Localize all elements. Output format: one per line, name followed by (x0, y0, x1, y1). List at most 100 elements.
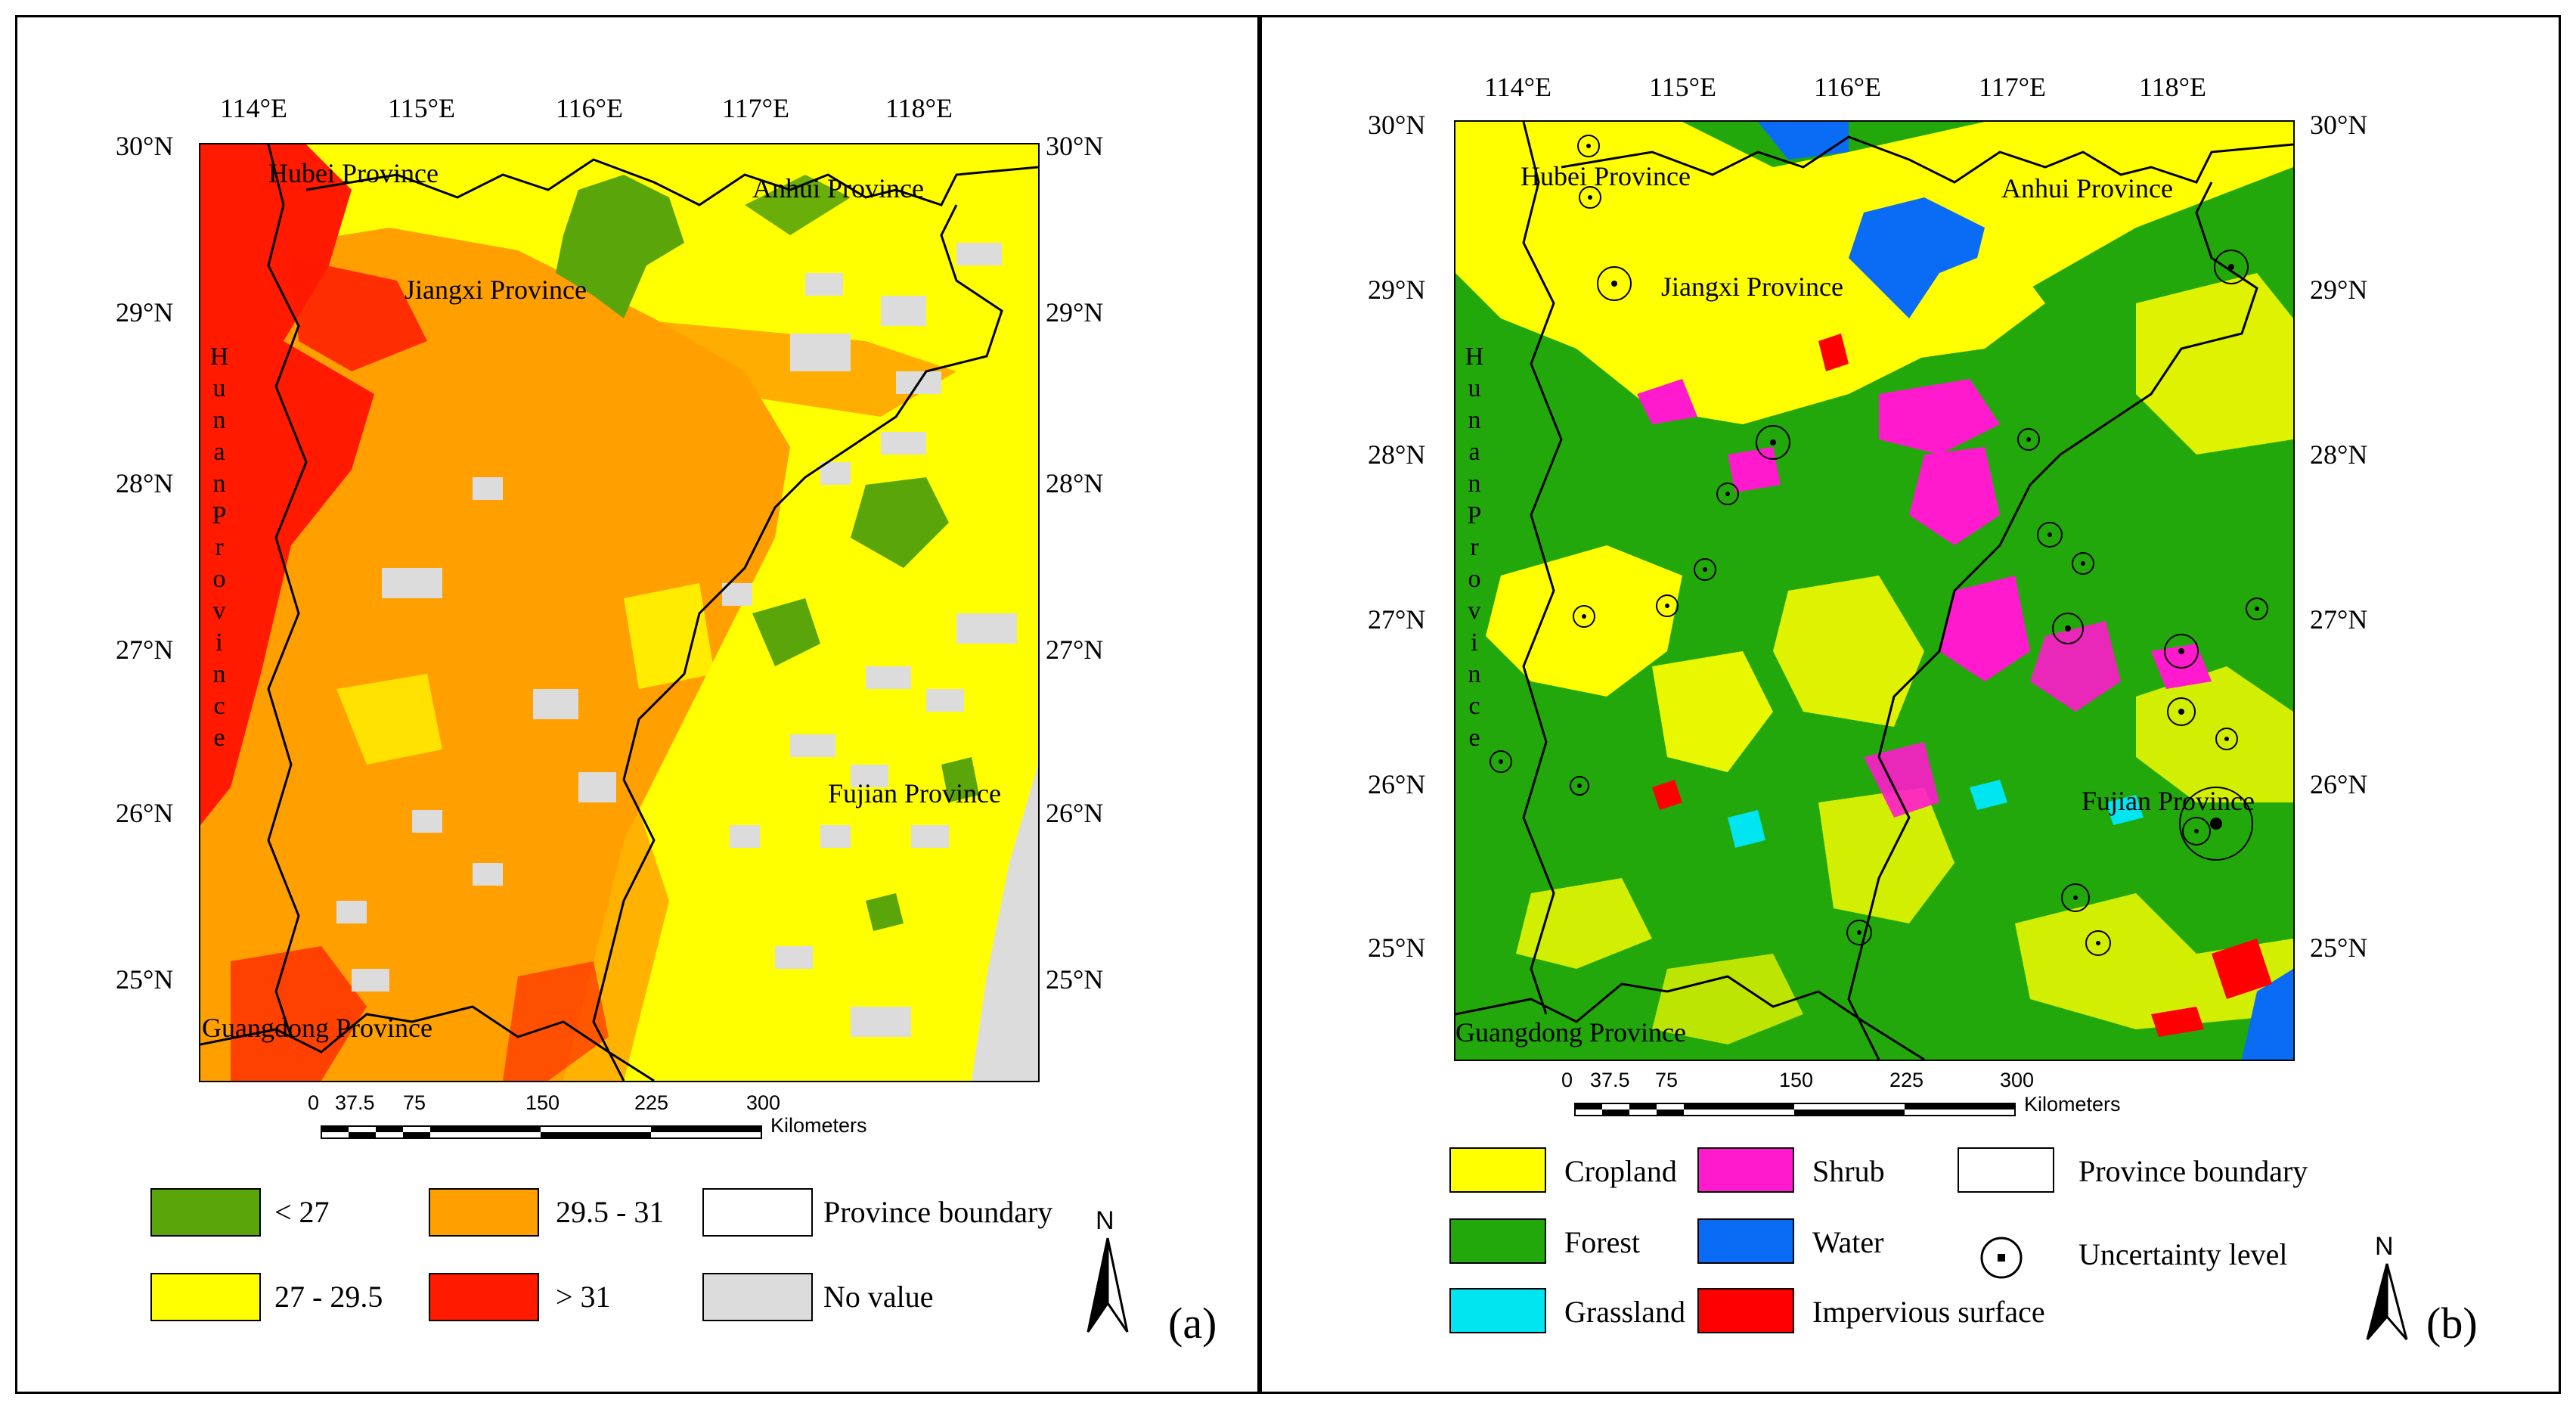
fujian-label: Fujian Province (828, 778, 1001, 808)
north-label: N (1096, 1206, 1114, 1235)
legend-label: No value (823, 1280, 934, 1314)
anhui-label: Anhui Province (752, 173, 924, 203)
lat-tick-right: 26°N (1046, 798, 1104, 828)
legend-swatch-novalue (702, 1273, 813, 1321)
lat-tick-left: 30°N (116, 131, 174, 161)
lon-tick: 118°E (885, 93, 953, 123)
lat-tick-left: 28°N (1368, 439, 1426, 470)
north-label: N (2375, 1232, 2394, 1261)
legend-swatch-29-31 (429, 1188, 539, 1237)
hubei-label: Hubei Province (1520, 161, 1691, 191)
lon-tick: 115°E (388, 93, 456, 123)
lat-tick-right: 25°N (2310, 933, 2368, 963)
legend-label: < 27 (274, 1195, 330, 1229)
legend-swatch-lt27 (150, 1188, 261, 1237)
guangdong-label: Guangdong Province (1455, 1017, 1686, 1047)
scale-tick: 0 (308, 1091, 320, 1114)
lon-tick: 116°E (556, 93, 624, 123)
legend-label: Water (1812, 1225, 1884, 1259)
lat-tick-left: 26°N (1368, 769, 1426, 799)
lat-tick-right: 30°N (1046, 131, 1104, 161)
fujian-label: Fujian Province (2082, 786, 2255, 816)
scale-bar (1574, 1103, 2016, 1116)
uncertainty-circle-icon (1980, 1237, 2023, 1279)
scale-bar (321, 1125, 762, 1139)
scale-tick: 75 (1655, 1069, 1679, 1091)
lat-tick-right: 28°N (2310, 439, 2368, 470)
lat-tick-left: 30°N (1368, 110, 1426, 140)
legend-label: Cropland (1564, 1154, 1677, 1188)
lat-tick-left: 26°N (116, 798, 174, 828)
north-arrow-icon (2366, 1263, 2408, 1340)
legend-label: Province boundary (2078, 1154, 2308, 1188)
lon-tick: 117°E (1979, 72, 2047, 102)
lon-tick: 114°E (220, 93, 288, 123)
scale-tick: 37.5 (335, 1091, 375, 1114)
legend-label: Province boundary (823, 1195, 1053, 1229)
legend-label: 27 - 29.5 (274, 1280, 383, 1314)
legend-label: Shrub (1812, 1154, 1885, 1188)
legend-swatch-boundary (702, 1188, 813, 1237)
lat-tick-right: 28°N (1046, 468, 1104, 498)
landcover-map-raster (1455, 122, 2293, 1060)
legend-label: > 31 (556, 1280, 611, 1314)
legend-swatch-boundary (1958, 1147, 2054, 1193)
lat-tick-right: 29°N (2310, 275, 2368, 305)
legend-swatch-gt31 (429, 1273, 539, 1321)
jiangxi-label: Jiangxi Province (405, 275, 587, 305)
lat-tick-right: 27°N (2310, 604, 2368, 635)
legend-label: 29.5 - 31 (556, 1195, 665, 1229)
panel-b-label: (b) (2426, 1299, 2478, 1348)
legend-swatch-cropland (1449, 1147, 1546, 1193)
legend-swatch-water (1697, 1218, 1794, 1264)
lat-tick-left: 25°N (1368, 933, 1426, 963)
lat-tick-right: 26°N (2310, 769, 2368, 799)
lon-tick: 114°E (1484, 72, 1552, 102)
lon-tick: 117°E (722, 93, 790, 123)
scale-tick: 75 (403, 1091, 426, 1114)
legend-label: Grassland (1564, 1295, 1685, 1329)
lat-tick-left: 29°N (116, 297, 174, 327)
scale-unit: Kilometers (770, 1114, 867, 1137)
lat-tick-left: 27°N (1368, 604, 1426, 635)
panel-a-label: (a) (1168, 1299, 1217, 1348)
legend-swatch-shrub (1697, 1147, 1794, 1193)
landcover-map: Hubei Province Anhui Province Jiangxi Pr… (1454, 120, 2295, 1061)
legend-label: Uncertainty level (2078, 1237, 2288, 1271)
legend-swatch-forest (1449, 1218, 1546, 1264)
scale-tick: 37.5 (1590, 1069, 1630, 1091)
lst-map-raster (200, 144, 1038, 1081)
lat-tick-right: 25°N (1046, 964, 1104, 995)
north-arrow-icon (1087, 1237, 1129, 1333)
lat-tick-left: 29°N (1368, 275, 1426, 305)
lon-tick: 116°E (1814, 72, 1882, 102)
scale-tick: 225 (634, 1091, 669, 1114)
lst-map: Hubei Province Anhui Province Jiangxi Pr… (199, 143, 1040, 1082)
lat-tick-right: 29°N (1046, 297, 1104, 327)
scale-unit: Kilometers (2024, 1093, 2121, 1116)
lat-tick-left: 27°N (116, 635, 174, 665)
scale-tick: 225 (1889, 1069, 1924, 1091)
lat-tick-left: 25°N (116, 964, 174, 995)
lat-tick-left: 28°N (116, 468, 174, 498)
anhui-label: Anhui Province (2001, 173, 2173, 203)
panel-a: 114°E 115°E 116°E 117°E 118°E 30°N 29°N … (15, 15, 1260, 1394)
scale-tick: 150 (525, 1091, 560, 1114)
legend-swatch-grassland (1449, 1288, 1546, 1333)
legend-label: Forest (1564, 1225, 1640, 1259)
legend-swatch-27-29 (150, 1273, 261, 1321)
hubei-label: Hubei Province (268, 158, 439, 188)
lat-tick-right: 27°N (1046, 635, 1104, 665)
guangdong-label: Guangdong Province (202, 1013, 432, 1043)
legend-swatch-impervious (1697, 1288, 1794, 1333)
jiangxi-label: Jiangxi Province (1661, 272, 1843, 302)
panel-b: 114°E 115°E 116°E 117°E 118°E 30°N 29°N … (1260, 15, 2561, 1394)
scale-tick: 150 (1779, 1069, 1814, 1091)
scale-tick: 300 (746, 1091, 781, 1114)
lat-tick-right: 30°N (2310, 110, 2368, 140)
scale-tick: 0 (1561, 1069, 1573, 1091)
